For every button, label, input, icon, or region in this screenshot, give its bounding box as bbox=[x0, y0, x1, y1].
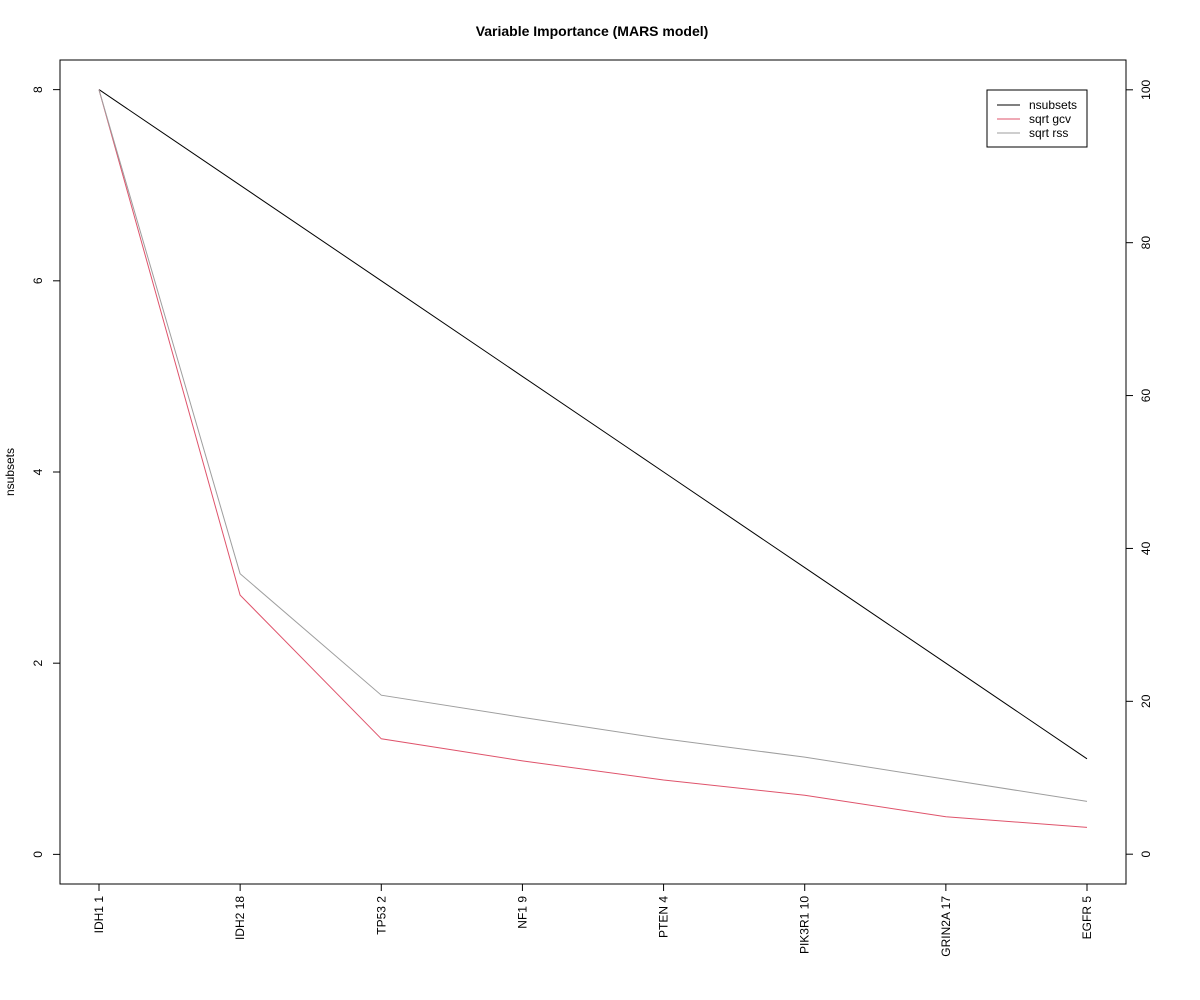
x-axis: IDH1 1 IDH2 18 TP53 2 NF1 9 PTEN 4 PIK3R1 10 G… bbox=[92, 884, 1094, 957]
legend-label: sqrt gcv bbox=[1029, 112, 1071, 126]
y-axis-label: nsubsets bbox=[3, 448, 17, 496]
right-tick-label: 20 bbox=[1139, 694, 1153, 708]
x-tick-label: PTEN 4 bbox=[657, 896, 671, 938]
series-line-sqrt-gcv bbox=[98, 89, 1088, 828]
left-tick-label: 2 bbox=[31, 660, 45, 667]
series-group bbox=[98, 89, 1088, 828]
series-line-nsubsets bbox=[98, 89, 1088, 760]
right-y-axis: 0 20 40 60 80 100 bbox=[1126, 79, 1153, 858]
series-line-sqrt-rss bbox=[98, 89, 1088, 802]
left-tick-label: 6 bbox=[31, 277, 45, 284]
left-tick-label: 8 bbox=[31, 86, 45, 93]
legend-label: sqrt rss bbox=[1029, 126, 1068, 140]
x-tick-label: TP53 2 bbox=[374, 896, 388, 935]
right-tick-label: 60 bbox=[1139, 389, 1153, 403]
x-tick-label: PIK3R1 10 bbox=[798, 896, 812, 954]
plot-area bbox=[59, 59, 1127, 885]
right-tick-label: 100 bbox=[1139, 79, 1153, 99]
legend-label: nsubsets bbox=[1029, 98, 1077, 112]
chart-title: Variable Importance (MARS model) bbox=[476, 23, 709, 39]
left-tick-label: 4 bbox=[31, 468, 45, 475]
x-tick-label: IDH2 18 bbox=[233, 896, 247, 940]
right-tick-label: 40 bbox=[1139, 541, 1153, 555]
left-tick-label: 0 bbox=[31, 851, 45, 858]
x-tick-label: GRIN2A 17 bbox=[939, 896, 953, 957]
x-tick-label: IDH1 1 bbox=[92, 896, 106, 934]
right-tick-label: 80 bbox=[1139, 236, 1153, 250]
x-tick-label: EGFR 5 bbox=[1080, 896, 1094, 940]
right-tick-label: 0 bbox=[1139, 851, 1153, 858]
x-tick-label: NF1 9 bbox=[515, 896, 529, 929]
left-y-axis: 0 2 4 6 8 bbox=[31, 86, 60, 858]
